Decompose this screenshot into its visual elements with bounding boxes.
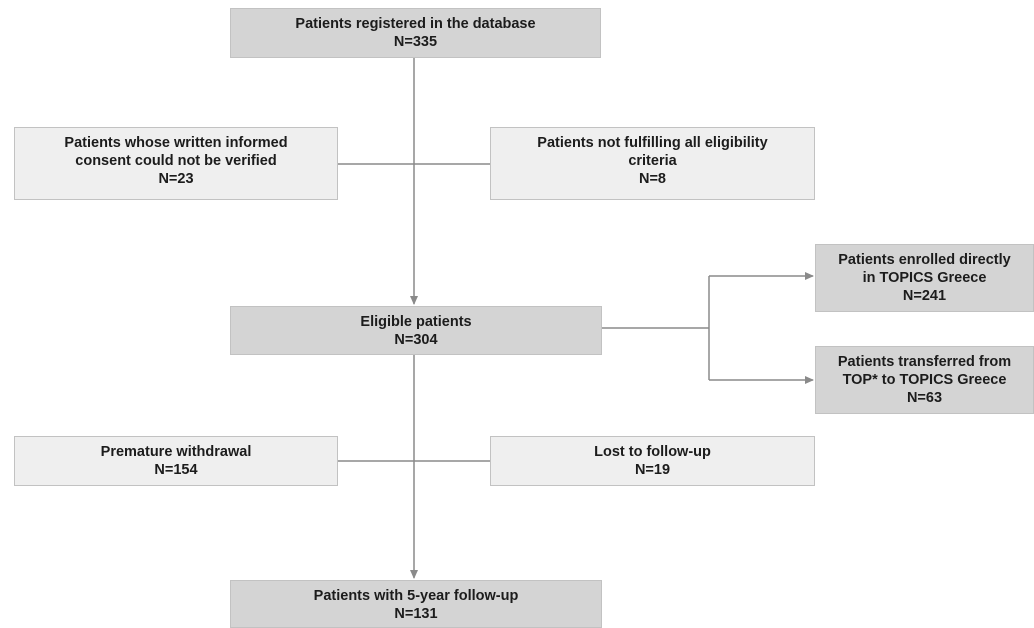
enrolled-directly-label-line1: Patients enrolled directly <box>838 252 1011 268</box>
lost-followup-box: Lost to follow-up N=19 <box>490 436 815 486</box>
lost-followup-count: N=19 <box>634 462 671 478</box>
transferred-box: Patients transferred from TOP* to TOPICS… <box>815 346 1034 414</box>
enrolled-directly-count: N=241 <box>902 288 947 304</box>
registered-box: Patients registered in the database N=33… <box>230 8 601 58</box>
eligible-count: N=304 <box>394 332 438 348</box>
enrolled-directly-box: Patients enrolled directly in TOPICS Gre… <box>815 244 1034 312</box>
consent-excluded-count: N=23 <box>158 171 194 187</box>
premature-withdrawal-box: Premature withdrawal N=154 <box>14 436 338 486</box>
consent-excluded-box: Patients whose written informed consent … <box>14 127 338 200</box>
lost-followup-label: Lost to follow-up <box>594 444 711 460</box>
eligible-label: Eligible patients <box>360 314 472 330</box>
consent-excluded-label-line1: Patients whose written informed <box>64 135 288 151</box>
eligible-box: Eligible patients N=304 <box>230 306 602 355</box>
transferred-label-line1: Patients transferred from <box>837 354 1012 370</box>
consent-excluded-label-line2: consent could not be verified <box>75 153 277 169</box>
five-year-followup-label: Patients with 5-year follow-up <box>313 588 519 604</box>
premature-withdrawal-count: N=154 <box>154 462 198 478</box>
registered-count: N=335 <box>393 34 438 50</box>
five-year-followup-count: N=131 <box>394 606 438 622</box>
transferred-label-line2: TOP* to TOPICS Greece <box>842 372 1007 388</box>
registered-label: Patients registered in the database <box>295 16 536 32</box>
five-year-followup-box: Patients with 5-year follow-up N=131 <box>230 580 602 628</box>
enrolled-directly-label-line2: in TOPICS Greece <box>862 270 987 286</box>
transferred-count: N=63 <box>906 390 943 406</box>
eligibility-excluded-box: Patients not fulfilling all eligibility … <box>490 127 815 200</box>
eligibility-excluded-count: N=8 <box>638 171 666 187</box>
eligibility-excluded-label-line2: criteria <box>628 153 677 169</box>
eligibility-excluded-label-line1: Patients not fulfilling all eligibility <box>537 135 768 151</box>
premature-withdrawal-label: Premature withdrawal <box>100 444 252 460</box>
